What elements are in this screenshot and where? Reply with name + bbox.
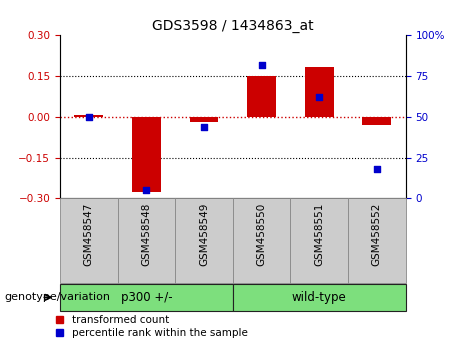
- Point: [200, 124, 207, 130]
- Bar: [305, 67, 334, 117]
- Bar: [175, 198, 233, 283]
- Bar: [132, 117, 161, 192]
- Bar: [247, 75, 276, 117]
- Point: [373, 166, 381, 172]
- Title: GDS3598 / 1434863_at: GDS3598 / 1434863_at: [152, 19, 313, 33]
- Text: p300 +/-: p300 +/-: [121, 291, 172, 304]
- Text: GSM458551: GSM458551: [314, 202, 324, 266]
- Point: [85, 114, 92, 120]
- Point: [142, 187, 150, 193]
- Text: GSM458549: GSM458549: [199, 202, 209, 266]
- Bar: [348, 198, 406, 283]
- Bar: [189, 117, 219, 122]
- Bar: [362, 117, 391, 125]
- Bar: [233, 198, 290, 283]
- Legend: transformed count, percentile rank within the sample: transformed count, percentile rank withi…: [56, 315, 248, 338]
- Text: GSM458550: GSM458550: [257, 202, 266, 266]
- Point: [258, 62, 266, 68]
- Text: GSM458547: GSM458547: [84, 202, 94, 266]
- Bar: [233, 284, 406, 311]
- Bar: [290, 198, 348, 283]
- Bar: [60, 284, 233, 311]
- Point: [315, 95, 323, 100]
- Text: wild-type: wild-type: [292, 291, 347, 304]
- Text: GSM458552: GSM458552: [372, 202, 382, 266]
- Text: genotype/variation: genotype/variation: [5, 292, 111, 302]
- Bar: [74, 115, 103, 117]
- Text: GSM458548: GSM458548: [142, 202, 151, 266]
- Bar: [60, 198, 118, 283]
- Bar: [118, 198, 175, 283]
